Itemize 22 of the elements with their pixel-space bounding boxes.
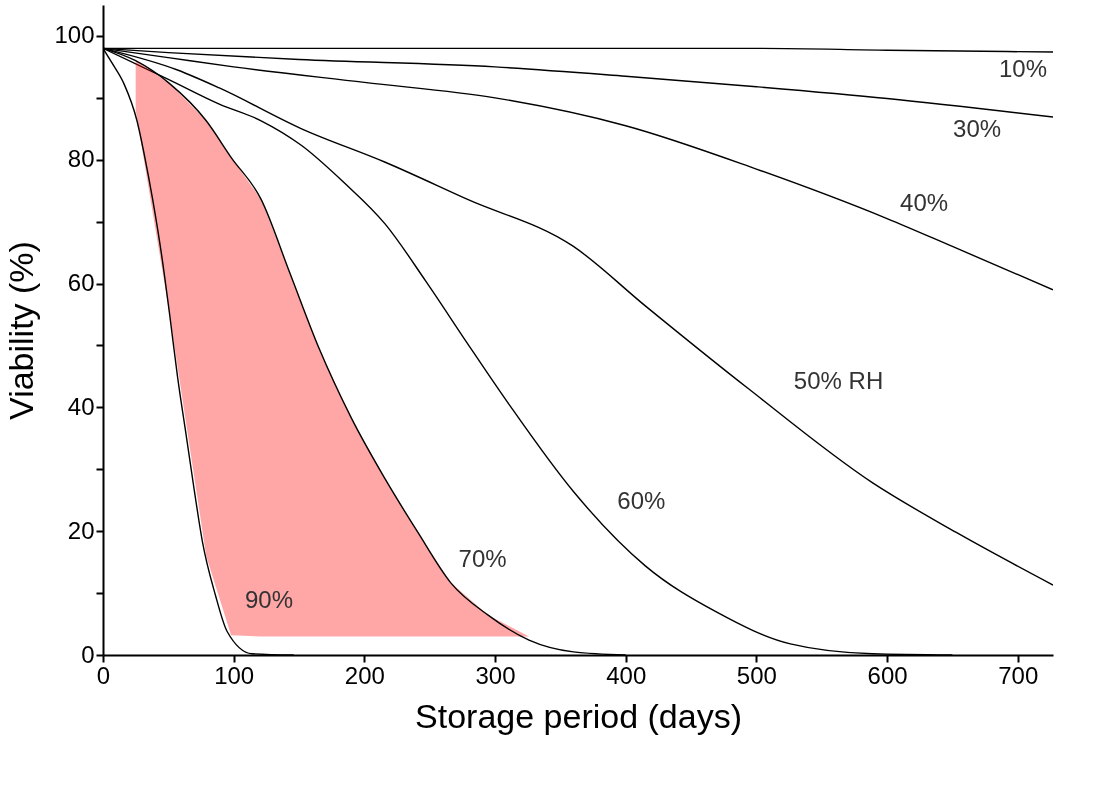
series-label: 90%: [244, 585, 293, 613]
x-tick-label: 700: [998, 661, 1039, 689]
x-tick-label: 400: [606, 661, 647, 689]
x-tick-label: 500: [736, 661, 777, 689]
x-axis-title: Storage period (days): [415, 696, 742, 735]
y-tick-label: 80: [67, 145, 95, 173]
x-tick-label: 600: [867, 661, 908, 689]
series-label: 70%: [458, 544, 507, 572]
y-tick-label: 60: [67, 269, 95, 297]
x-tick-label: 200: [344, 661, 385, 689]
y-tick-label: 40: [67, 392, 95, 420]
x-tick-label: 300: [475, 661, 516, 689]
y-axis-title: Viability (%): [2, 241, 41, 420]
series-label: 30%: [953, 115, 1002, 143]
series-label: 50% RH: [793, 366, 884, 394]
y-tick-label: 100: [54, 21, 95, 49]
x-tick-label: 100: [214, 661, 255, 689]
series-label: 60%: [617, 486, 666, 514]
series-label: 10%: [998, 55, 1048, 83]
series-label: 40%: [900, 188, 949, 216]
y-tick-label: 20: [67, 516, 95, 544]
y-tick-label: 0: [81, 640, 95, 668]
